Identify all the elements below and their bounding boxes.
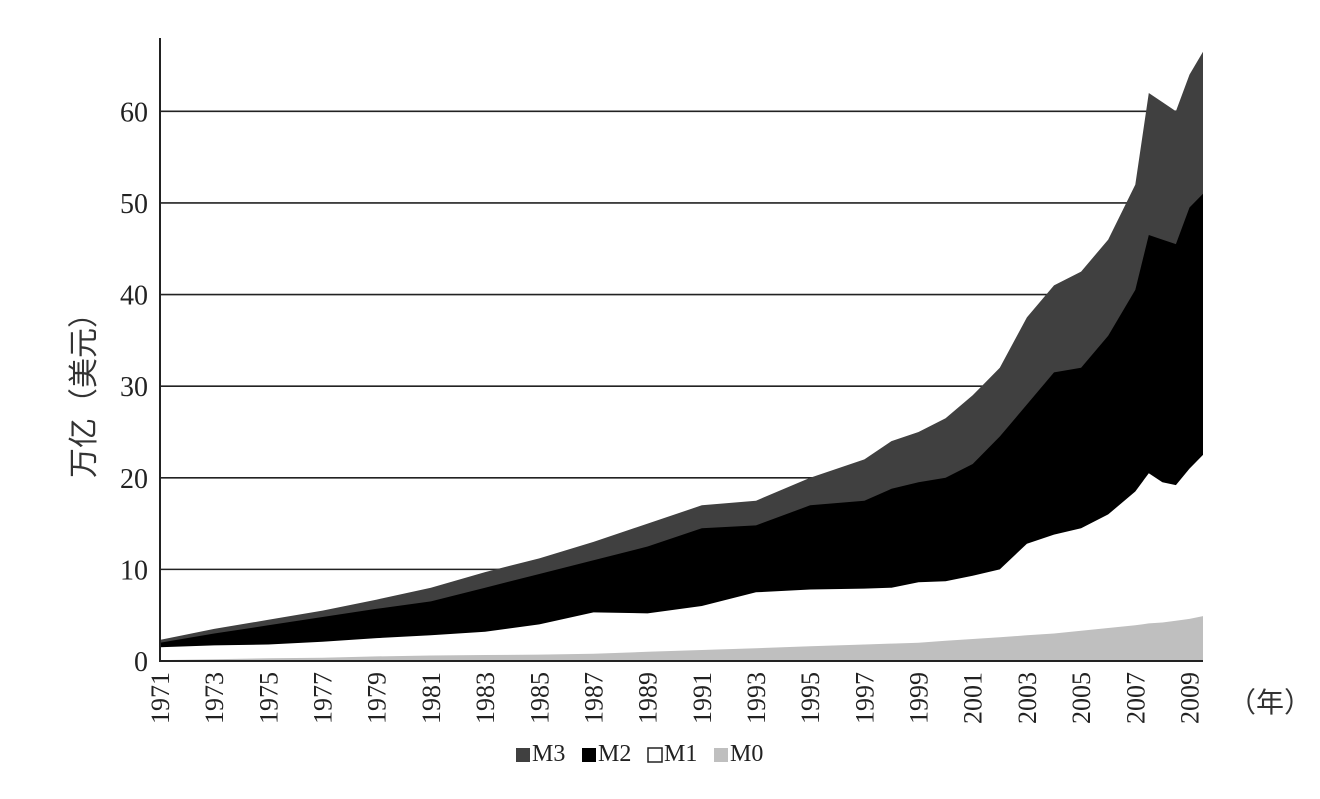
- x-tick-label: 2007: [1121, 672, 1150, 724]
- series-area-m1: [160, 454, 1203, 661]
- x-tick-label: 2009: [1176, 672, 1205, 724]
- x-tick-label: 2001: [959, 672, 988, 724]
- x-tick-label: 1999: [905, 672, 934, 724]
- x-tick-label: 1985: [525, 672, 554, 724]
- x-tick-label: 2005: [1067, 672, 1096, 724]
- x-tick-label: 1993: [742, 672, 771, 724]
- y-tick-label: 20: [120, 464, 148, 495]
- legend: M3 M2 M1 M0: [516, 741, 763, 767]
- x-tick-label: 1987: [580, 672, 609, 724]
- series-areas: [160, 51, 1203, 662]
- x-tick-label: 1995: [796, 672, 825, 724]
- series-area-m2: [160, 193, 1203, 662]
- y-tick-label: 30: [120, 372, 148, 403]
- x-tick-label: 1971: [146, 672, 175, 724]
- x-tick-labels: 1971 1973 1975 1977 1979 1981 1983 1985 1987 1989…: [146, 672, 1205, 724]
- x-tick-label: 2003: [1013, 672, 1042, 724]
- x-tick-label: 1991: [688, 672, 717, 724]
- y-tick-labels: 0 10 20 30 40 50 60: [120, 97, 148, 678]
- legend-label-m0: M0: [730, 741, 763, 767]
- x-tick-label: 1979: [363, 672, 392, 724]
- x-tick-label: 1973: [200, 672, 229, 724]
- x-tick-label: 1989: [634, 672, 663, 724]
- legend-swatch-m1: [647, 747, 663, 763]
- x-tick-label: 1997: [850, 672, 879, 724]
- x-tick-label: 1977: [309, 672, 338, 724]
- x-axis-unit: （年）: [1228, 686, 1312, 719]
- y-tick-label: 50: [120, 189, 148, 220]
- y-tick-label: 60: [120, 97, 148, 128]
- y-tick-label: 40: [120, 281, 148, 312]
- series-area-m0: [160, 616, 1203, 661]
- legend-label-m3: M3: [532, 741, 565, 767]
- y-axis-label: 万亿（美元）: [67, 298, 102, 478]
- y-tick-label: 0: [134, 647, 148, 678]
- legend-label-m1: M1: [664, 741, 697, 767]
- x-tick-label: 1981: [417, 672, 446, 724]
- legend-swatch-m0: [714, 748, 728, 762]
- x-tick-label: 1975: [254, 672, 283, 724]
- x-tick-label: 1983: [471, 672, 500, 724]
- legend-label-m2: M2: [598, 741, 631, 767]
- legend-swatch-m3: [516, 748, 530, 762]
- y-tick-label: 10: [120, 555, 148, 586]
- axes: [159, 38, 1203, 662]
- legend-swatch-m2: [582, 748, 596, 762]
